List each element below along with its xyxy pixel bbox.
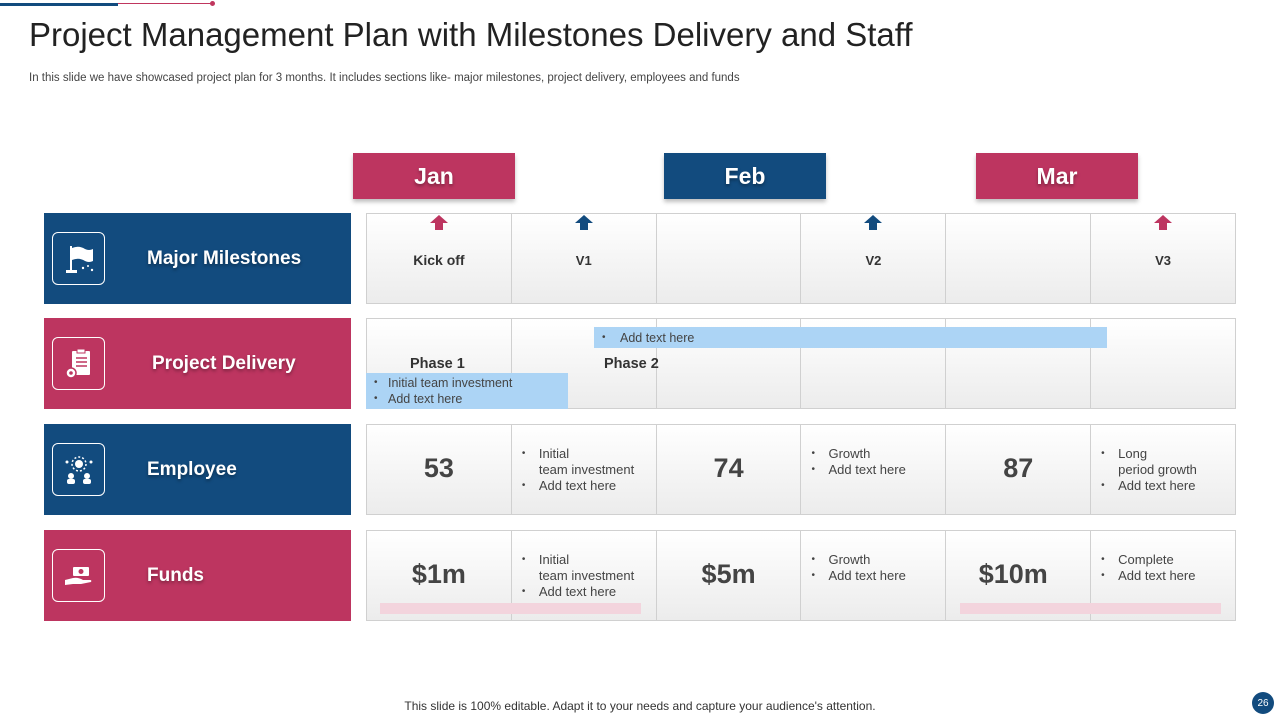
blue-arrow-up-icon — [574, 215, 593, 230]
note-item: Growth — [809, 446, 905, 462]
note-item: team investment — [538, 462, 635, 477]
milestone-label: V1 — [575, 253, 592, 268]
note-item: Add text here — [520, 478, 634, 494]
phase-1-bar: Initial team investment Add text here — [366, 373, 568, 409]
milestone-label: V3 — [1155, 253, 1171, 268]
funds-notes: Initial team investment Add text here — [520, 552, 634, 600]
funds-amount: $1m — [411, 559, 466, 589]
phase-1-bullet: Initial team investment — [366, 375, 568, 391]
phase-2-label: Phase 2 — [604, 356, 659, 372]
note-item: Add text here — [809, 462, 905, 478]
phase-2-bar: Add text here — [594, 327, 1107, 348]
accent-line — [0, 3, 118, 6]
milestones-grid: Kick off V1 V2 V3 — [366, 213, 1236, 304]
pink-arrow-up-icon — [1154, 215, 1173, 230]
phase-2-bullet: Add text here — [594, 330, 1107, 346]
hand-money-icon — [52, 549, 105, 602]
note-item: Initial — [520, 552, 634, 568]
month-header-feb: Feb — [664, 153, 826, 199]
accent-dot — [210, 1, 215, 6]
grid-cell: $1m — [367, 531, 512, 620]
grid-cell: Initial team investment Add text here — [512, 425, 657, 514]
grid-cell: Initial team investment Add text here — [512, 531, 657, 620]
phase-1-bullet: Add text here — [366, 391, 568, 407]
funds-notes: Complete Add text here — [1099, 552, 1195, 584]
accent-line — [118, 3, 213, 4]
milestone-label: V2 — [865, 253, 882, 268]
row-label-funds: Funds — [44, 530, 351, 621]
grid-cell: 74 — [657, 425, 802, 514]
row-label-milestones: Major Milestones — [44, 213, 351, 304]
row-label-text: Project Delivery — [152, 352, 296, 374]
note-item: Add text here — [809, 568, 905, 584]
grid-cell — [512, 319, 657, 408]
employee-grid: 53 Initial team investment Add text here… — [366, 424, 1236, 515]
grid-cell — [946, 319, 1092, 408]
grid-cell — [657, 214, 802, 303]
grid-cell: Long period growth Add text here — [1091, 425, 1235, 514]
note-item: Long — [1099, 446, 1197, 462]
clipboard-gear-icon — [52, 337, 105, 390]
grid-cell: V2 — [801, 214, 947, 303]
funds-highlight-band — [380, 603, 641, 614]
row-label-text: Employee — [147, 458, 237, 480]
row-label-text: Funds — [147, 564, 204, 586]
grid-cell: Growth Add text here — [801, 531, 947, 620]
grid-cell: 87 — [946, 425, 1092, 514]
flag-icon — [52, 232, 105, 285]
grid-cell — [657, 319, 802, 408]
grid-cell: V3 — [1091, 214, 1235, 303]
employee-count: 87 — [1003, 453, 1034, 483]
note-item: Add text here — [1099, 478, 1197, 494]
employee-notes: Initial team investment Add text here — [520, 446, 634, 494]
page-title: Project Management Plan with Milestones … — [29, 16, 913, 53]
grid-cell: $10m — [946, 531, 1092, 620]
grid-cell: Growth Add text here — [801, 425, 947, 514]
grid-cell: $5m — [657, 531, 802, 620]
grid-cell — [1091, 319, 1235, 408]
grid-cell — [367, 319, 512, 408]
month-header-mar: Mar — [976, 153, 1138, 199]
row-label-text: Major Milestones — [147, 247, 302, 269]
note-item: Growth — [809, 552, 905, 568]
phase-1-label: Phase 1 — [410, 356, 465, 372]
note-item: Initial — [520, 446, 634, 462]
grid-cell: Kick off — [367, 214, 512, 303]
employee-notes: Long period growth Add text here — [1099, 446, 1197, 494]
funds-amount: $5m — [701, 559, 756, 589]
employee-notes: Growth Add text here — [809, 446, 905, 478]
milestone-label: Kick off — [413, 252, 465, 268]
page-number-badge: 26 — [1252, 692, 1274, 714]
note-item: period growth — [1118, 462, 1197, 477]
funds-highlight-band — [960, 603, 1221, 614]
row-label-employee: Employee — [44, 424, 351, 515]
blue-arrow-up-icon — [864, 215, 883, 230]
funds-notes: Growth Add text here — [809, 552, 905, 584]
note-item: team investment — [538, 568, 635, 583]
employee-count: 53 — [423, 453, 454, 483]
grid-cell: 53 — [367, 425, 512, 514]
team-icon — [52, 443, 105, 496]
grid-cell: V1 — [512, 214, 657, 303]
funds-amount: $10m — [978, 559, 1048, 589]
month-header-jan: Jan — [353, 153, 515, 199]
footer-note: This slide is 100% editable. Adapt it to… — [404, 699, 876, 713]
grid-cell: Complete Add text here — [1091, 531, 1235, 620]
row-label-delivery: Project Delivery — [44, 318, 351, 409]
grid-cell — [946, 214, 1092, 303]
note-item: Complete — [1099, 552, 1195, 568]
employee-count: 74 — [713, 453, 744, 483]
page-subtitle: In this slide we have showcased project … — [29, 72, 740, 84]
note-item: Add text here — [1099, 568, 1195, 584]
pink-arrow-up-icon — [429, 215, 448, 230]
note-item: Add text here — [520, 584, 634, 600]
grid-cell — [801, 319, 947, 408]
